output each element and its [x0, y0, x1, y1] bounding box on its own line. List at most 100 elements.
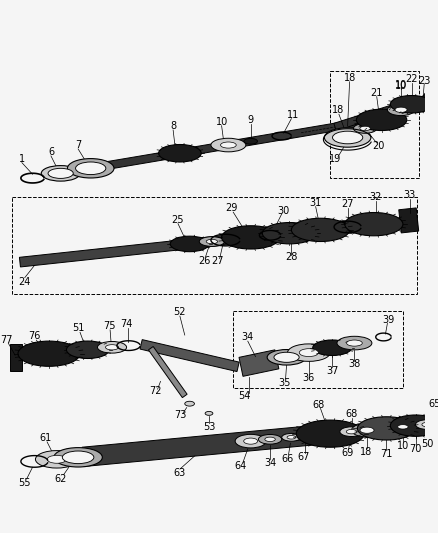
- Text: 28: 28: [285, 253, 297, 262]
- Ellipse shape: [205, 411, 213, 415]
- Ellipse shape: [274, 352, 299, 362]
- Ellipse shape: [220, 142, 236, 148]
- Text: 9: 9: [247, 115, 254, 125]
- Ellipse shape: [332, 131, 363, 144]
- Text: 1: 1: [19, 154, 25, 164]
- Ellipse shape: [299, 349, 318, 357]
- Text: 38: 38: [348, 359, 360, 369]
- Text: 39: 39: [382, 314, 395, 325]
- Text: 34: 34: [242, 332, 254, 342]
- Text: 6: 6: [48, 147, 54, 157]
- Text: 35: 35: [279, 377, 291, 387]
- Ellipse shape: [390, 95, 433, 113]
- Ellipse shape: [47, 455, 67, 463]
- Ellipse shape: [206, 239, 218, 244]
- Ellipse shape: [48, 168, 73, 179]
- Text: 55: 55: [18, 478, 31, 488]
- Ellipse shape: [416, 419, 438, 430]
- Ellipse shape: [398, 425, 408, 429]
- Ellipse shape: [67, 341, 109, 359]
- Ellipse shape: [170, 236, 209, 252]
- Ellipse shape: [337, 336, 372, 350]
- Text: 32: 32: [370, 192, 382, 202]
- Text: 77: 77: [0, 335, 13, 345]
- Ellipse shape: [345, 213, 403, 236]
- Ellipse shape: [395, 107, 407, 112]
- Ellipse shape: [258, 434, 282, 444]
- Ellipse shape: [159, 144, 201, 162]
- Ellipse shape: [41, 166, 80, 181]
- Ellipse shape: [54, 448, 102, 467]
- Bar: [330, 71, 420, 178]
- Ellipse shape: [301, 433, 311, 438]
- Text: 31: 31: [310, 198, 322, 208]
- Text: 33: 33: [403, 190, 416, 200]
- Text: 20: 20: [372, 141, 385, 151]
- Ellipse shape: [296, 420, 364, 447]
- Ellipse shape: [199, 237, 225, 246]
- Ellipse shape: [387, 104, 414, 116]
- Polygon shape: [413, 93, 431, 112]
- Ellipse shape: [67, 159, 114, 178]
- Text: 61: 61: [39, 433, 51, 443]
- Ellipse shape: [262, 223, 317, 244]
- Text: 10: 10: [215, 117, 228, 127]
- Ellipse shape: [106, 345, 119, 350]
- Text: 7: 7: [75, 140, 81, 150]
- Text: 25: 25: [172, 215, 184, 225]
- Polygon shape: [53, 116, 379, 179]
- Ellipse shape: [391, 422, 414, 432]
- Text: 62: 62: [54, 474, 67, 483]
- Polygon shape: [334, 96, 420, 131]
- Polygon shape: [148, 346, 187, 398]
- Text: 50: 50: [421, 439, 433, 449]
- Ellipse shape: [357, 109, 407, 131]
- Text: 23: 23: [418, 76, 431, 86]
- Ellipse shape: [235, 434, 266, 448]
- Ellipse shape: [287, 344, 330, 361]
- Text: 69: 69: [342, 448, 354, 458]
- Text: 10: 10: [395, 80, 407, 91]
- Ellipse shape: [76, 162, 106, 175]
- Ellipse shape: [346, 430, 357, 434]
- Text: 34: 34: [264, 457, 276, 467]
- Text: 27: 27: [212, 256, 224, 266]
- Ellipse shape: [313, 340, 352, 356]
- Text: 51: 51: [72, 324, 84, 334]
- Ellipse shape: [244, 139, 258, 144]
- Text: 29: 29: [225, 203, 237, 213]
- Ellipse shape: [422, 422, 432, 427]
- Text: 18: 18: [343, 73, 356, 83]
- Text: 26: 26: [198, 256, 210, 266]
- Ellipse shape: [244, 438, 258, 444]
- Bar: [233, 311, 403, 388]
- Ellipse shape: [211, 138, 246, 152]
- Ellipse shape: [325, 128, 371, 147]
- Text: 8: 8: [170, 121, 176, 131]
- Bar: [12, 197, 417, 294]
- Ellipse shape: [287, 435, 296, 439]
- Text: 67: 67: [298, 453, 310, 462]
- Ellipse shape: [282, 433, 301, 441]
- Text: 63: 63: [174, 468, 186, 478]
- Ellipse shape: [185, 401, 194, 406]
- Text: 71: 71: [380, 449, 392, 458]
- Text: 11: 11: [287, 110, 300, 120]
- Ellipse shape: [353, 124, 377, 133]
- Text: 10: 10: [395, 79, 407, 90]
- Text: 21: 21: [371, 88, 383, 98]
- Text: 18: 18: [332, 106, 344, 115]
- Text: 18: 18: [360, 447, 372, 457]
- Text: 68: 68: [346, 409, 358, 419]
- Text: 22: 22: [406, 74, 418, 84]
- Text: 74: 74: [120, 319, 133, 329]
- Polygon shape: [10, 344, 22, 371]
- Polygon shape: [434, 416, 438, 432]
- Ellipse shape: [346, 340, 362, 346]
- Text: 27: 27: [341, 199, 354, 209]
- Ellipse shape: [98, 342, 127, 353]
- Ellipse shape: [18, 341, 80, 366]
- Ellipse shape: [390, 415, 438, 437]
- Polygon shape: [19, 220, 370, 267]
- Text: 52: 52: [173, 307, 186, 317]
